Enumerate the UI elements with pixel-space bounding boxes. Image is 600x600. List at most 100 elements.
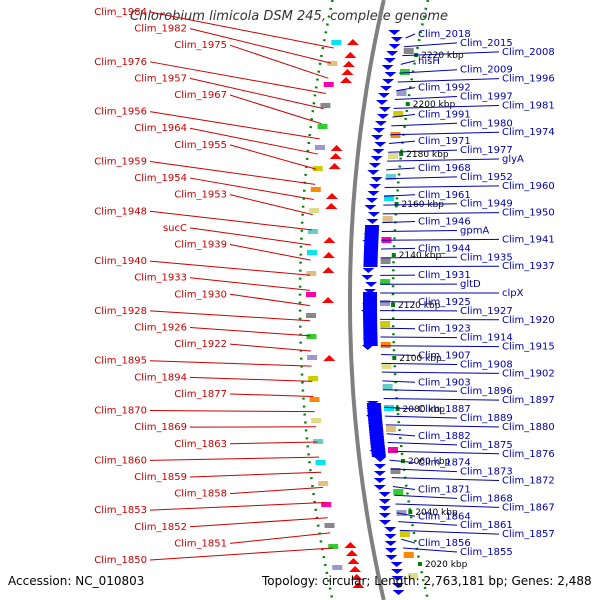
feature-box — [380, 258, 391, 264]
reverse-gene-block — [368, 427, 383, 430]
leader-line — [149, 160, 316, 185]
leader-line — [402, 547, 458, 553]
gene-label: Clim_1946 — [418, 217, 471, 228]
forward-gene — [352, 582, 365, 588]
reverse-gene-block — [371, 448, 386, 451]
gene-label: Clim_1960 — [502, 181, 555, 192]
leader-line — [397, 78, 500, 83]
gene-label: clpX — [502, 288, 524, 299]
leader-line — [401, 538, 416, 544]
reverse-gene — [379, 520, 392, 525]
gene-label: Clim_1859 — [134, 472, 187, 483]
leader-line — [399, 69, 458, 74]
reverse-gene-block — [363, 301, 378, 304]
ruler-tick — [391, 253, 396, 257]
reverse-gene — [368, 184, 381, 189]
gene-label: Clim_1959 — [94, 156, 147, 167]
gene-label: Clim_1930 — [174, 289, 227, 300]
reverse-gene — [366, 219, 379, 224]
forward-gene — [345, 550, 358, 556]
gene-label: Clim_1868 — [460, 493, 513, 504]
gene-label: Clim_1875 — [460, 440, 513, 451]
forward-gene — [340, 77, 353, 83]
ruler-label: 2080 kbp — [403, 405, 446, 415]
gene-label: Clim_1895 — [94, 356, 147, 367]
gene-label: Clim_1863 — [174, 439, 227, 450]
gene-label: Clim_1870 — [94, 406, 147, 417]
feature-box — [310, 187, 321, 192]
reverse-gene-block — [363, 249, 378, 252]
feature-box — [393, 489, 404, 495]
leader-line — [149, 11, 334, 49]
leader-line — [381, 238, 500, 241]
ruler-label: 2060 kbp — [408, 457, 451, 467]
feature-box — [311, 418, 322, 423]
gene-label: Clim_1856 — [418, 538, 471, 549]
feature-box — [306, 313, 317, 318]
reverse-gene-block — [363, 298, 378, 301]
reverse-gene — [370, 156, 383, 161]
feature-box — [331, 40, 342, 45]
reverse-gene — [367, 212, 380, 217]
ruler-label-bg — [405, 454, 448, 466]
reverse-gene — [362, 268, 375, 273]
gene-label: Clim_1867 — [502, 502, 555, 513]
reverse-gene-block — [364, 228, 379, 231]
reverse-gene-block — [363, 313, 378, 316]
reverse-gene — [364, 289, 377, 294]
reverse-gene-block — [363, 264, 378, 267]
feature-box — [307, 229, 318, 234]
forward-gene — [322, 297, 334, 303]
feature-box — [403, 552, 414, 558]
gene-label: Clim_1937 — [502, 261, 555, 272]
feature-box — [312, 166, 323, 171]
gene-label: Clim_1876 — [502, 449, 555, 460]
gene-label: Clim_1950 — [502, 208, 555, 219]
leader-line — [229, 393, 314, 397]
gene-label: Clim_1975 — [174, 40, 227, 51]
gene-label: Clim_1915 — [502, 342, 555, 353]
ruler-label-bg — [400, 402, 443, 414]
forward-gene — [326, 193, 339, 199]
forward-gene — [350, 574, 363, 580]
leader-line — [385, 424, 500, 428]
gene-label: Clim_1941 — [502, 234, 555, 245]
feature-box — [393, 111, 404, 117]
reverse-gene — [388, 44, 401, 49]
reverse-gene — [378, 492, 391, 497]
gene-label: Clim_1961 — [418, 190, 471, 201]
leader-line — [391, 122, 458, 127]
leader-line — [229, 194, 313, 216]
gene-label: Clim_1855 — [460, 547, 513, 558]
feature-box — [388, 153, 399, 159]
reverse-gene-block — [370, 439, 385, 442]
reverse-gene-block — [363, 325, 378, 328]
reverse-gene — [383, 58, 396, 63]
reverse-gene-block — [364, 243, 379, 246]
feature-box — [321, 502, 332, 507]
leader-line — [229, 144, 317, 170]
feature-box — [384, 195, 395, 201]
gene-label: Clim_1914 — [460, 333, 513, 344]
feature-box — [328, 544, 339, 549]
reverse-gene — [384, 72, 397, 77]
gene-label: Clim_1933 — [134, 273, 187, 284]
forward-gene — [347, 558, 360, 564]
leader-line — [389, 140, 416, 145]
reverse-gene — [374, 142, 387, 147]
gene-label: Clim_1871 — [418, 484, 471, 495]
ruler-label: 2040 kbp — [415, 508, 458, 518]
reverse-gene-block — [364, 237, 379, 240]
gene-label: gltD — [460, 279, 481, 290]
ruler-label: 2160 kbp — [402, 200, 445, 210]
feature-box — [385, 426, 396, 432]
ruler-label-bg — [413, 505, 456, 517]
leader-line — [394, 494, 458, 499]
feature-box — [332, 565, 343, 570]
reverse-gene-block — [363, 292, 378, 295]
gene-label: Clim_1874 — [418, 458, 471, 469]
reverse-gene-block — [363, 252, 378, 255]
ruler-label-bg — [422, 557, 465, 569]
feature-box — [382, 384, 393, 390]
